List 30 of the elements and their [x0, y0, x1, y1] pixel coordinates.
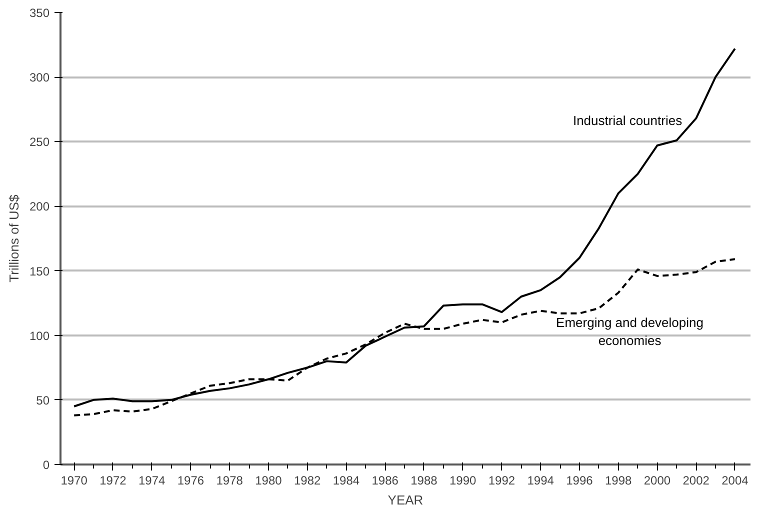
- x-tick-label: 1988: [410, 474, 438, 488]
- y-tick-label: 250: [29, 135, 50, 150]
- y-axis-title: Trillions of US$: [6, 194, 22, 282]
- x-axis-title: YEAR: [388, 492, 424, 508]
- x-tick-label: 2002: [682, 474, 710, 488]
- series-label: Emerging and developing economies: [556, 314, 704, 348]
- y-tick-label: 50: [36, 393, 50, 408]
- x-tick-label: 1994: [527, 474, 554, 488]
- x-tick-label: 1982: [294, 474, 322, 488]
- x-tick-label: 1976: [177, 474, 204, 488]
- y-tick-label: 150: [29, 264, 50, 278]
- x-tick-label: 1980: [255, 474, 282, 488]
- x-tick-label: 1998: [604, 474, 632, 488]
- x-tick-label: 1986: [372, 474, 399, 488]
- x-tick-label: 2004: [722, 474, 749, 488]
- y-tick-label: 0: [42, 458, 50, 472]
- y-tick-label: 100: [29, 328, 50, 343]
- x-tick-label: 2000: [644, 474, 671, 488]
- x-tick-label: 1978: [216, 474, 244, 488]
- x-tick-label: 1974: [138, 474, 166, 488]
- x-tick-label: 1992: [488, 474, 516, 488]
- y-tick-label: 350: [29, 6, 50, 20]
- series-label: Industrial countries: [572, 112, 683, 128]
- y-tick-label: 200: [29, 200, 50, 214]
- x-tick-label: 1996: [566, 474, 594, 488]
- y-tick-label: 300: [29, 70, 50, 85]
- x-tick-label: 1970: [60, 474, 88, 488]
- x-tick-label: 1990: [449, 474, 477, 488]
- x-tick-label: 1972: [100, 474, 127, 488]
- x-tick-label: 1984: [332, 474, 360, 488]
